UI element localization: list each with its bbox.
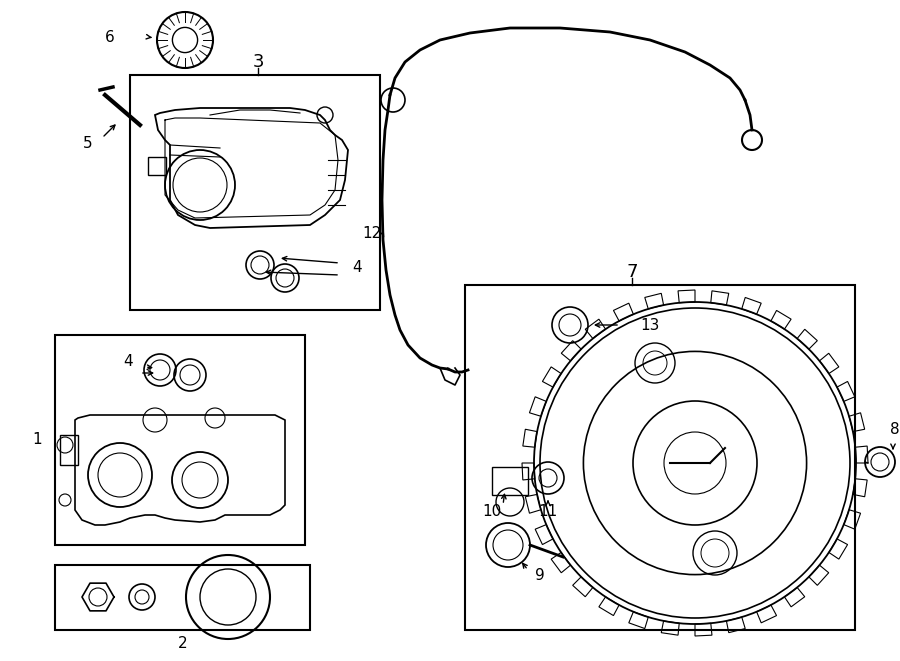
Text: 1: 1	[32, 432, 41, 447]
Text: 10: 10	[482, 504, 501, 520]
Text: 8: 8	[890, 422, 900, 438]
Text: 7: 7	[626, 263, 638, 281]
Text: 4: 4	[123, 354, 133, 369]
Text: 9: 9	[536, 568, 544, 582]
Text: 12: 12	[363, 225, 382, 241]
Text: 5: 5	[83, 136, 93, 151]
Text: 4: 4	[352, 260, 362, 276]
Bar	[60, 435, 78, 465]
Bar	[492, 467, 528, 495]
Text: 2: 2	[178, 635, 188, 650]
Bar	[148, 157, 166, 175]
Text: 3: 3	[252, 53, 264, 71]
Text: 6: 6	[105, 30, 115, 44]
Text: 11: 11	[538, 504, 558, 520]
Text: 13: 13	[640, 317, 660, 332]
